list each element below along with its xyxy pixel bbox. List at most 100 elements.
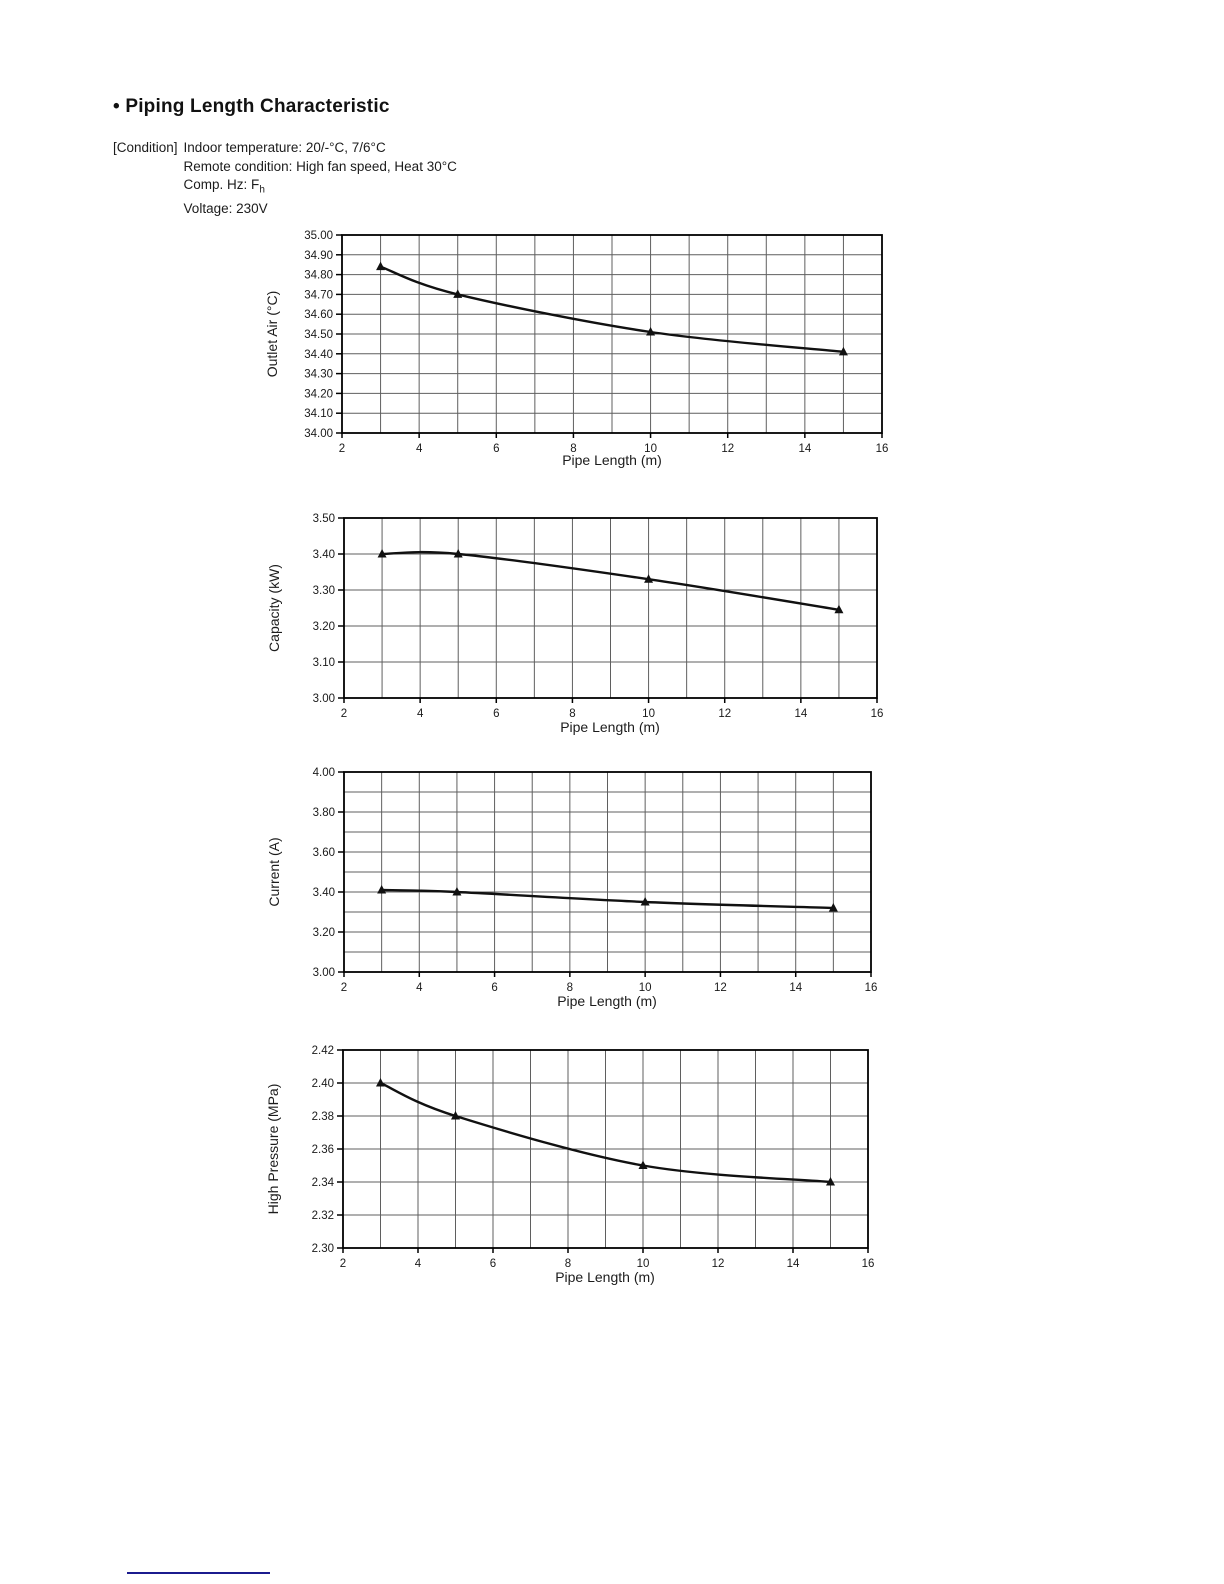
plot-area-capacity: 3.00 3.10 3.20 3.30 3.40 3.50 2 4 6 8 10 12 14 16 — [313, 513, 884, 720]
x-tick-label: 16 — [871, 708, 884, 720]
x-tick-label: 4 — [416, 982, 423, 994]
x-tick-label: 2 — [341, 708, 347, 720]
condition-lines: Indoor temperature: 20/-°C, 7/6°C Remote… — [184, 139, 457, 219]
y-axis-title-outlet-air: Outlet Air (°C) — [264, 290, 280, 378]
footer-underline — [127, 1572, 270, 1574]
x-tick-label: 16 — [865, 982, 878, 994]
data-point-marker — [376, 1078, 385, 1087]
x-tick-label: 4 — [417, 708, 424, 720]
x-tick-label: 16 — [862, 1258, 875, 1270]
plot-group: 2.30 2.32 2.34 2.36 2.38 2.40 2.42 2 4 6 8 10 12 14 16 — [312, 1045, 875, 1270]
data-point-marker — [453, 549, 463, 558]
condition-block: [Condition] Indoor temperature: 20/-°C, … — [113, 139, 457, 219]
data-point-marker — [453, 289, 463, 298]
x-tick-label: 12 — [718, 708, 731, 720]
x-tick-label: 14 — [787, 1258, 800, 1270]
data-point-marker — [646, 327, 656, 336]
data-point-marker — [838, 346, 848, 356]
y-tick-label: 2.30 — [312, 1243, 334, 1255]
condition-line-remote-condition: Remote condition: High fan speed, Heat 3… — [183, 158, 457, 174]
data-point-marker — [377, 549, 387, 558]
y-tick-label: 3.20 — [313, 927, 335, 939]
plot-group: 3.00 3.20 3.40 3.60 3.80 4.00 2 4 6 8 10 12 14 16 — [313, 767, 878, 994]
data-point-marker — [452, 887, 462, 896]
x-tick-label: 8 — [569, 708, 575, 720]
y-tick-label: 34.90 — [304, 250, 333, 262]
x-axis-title-pipe-length: Pipe Length (m) — [562, 452, 662, 468]
y-tick-label: 3.40 — [313, 887, 335, 899]
y-tick-label: 3.60 — [313, 847, 335, 859]
data-point-marker — [834, 604, 844, 614]
comp-hz-subscript: h — [259, 184, 265, 196]
data-point-marker — [826, 1177, 835, 1186]
condition-line-indoor-temperature: Indoor temperature: 20/-°C, 7/6°C — [183, 140, 386, 155]
y-tick-label: 34.10 — [304, 408, 333, 420]
plot-area-high-pressure: 2.30 2.32 2.34 2.36 2.38 2.40 2.42 2 4 6 8 10 12 14 16 — [312, 1045, 875, 1270]
plot-group: 34.00 34.10 34.20 34.30 34.40 34.50 34.60 34.70… — [304, 230, 888, 455]
y-tick-label: 2.32 — [312, 1210, 334, 1222]
plot-frame — [343, 771, 872, 973]
x-tick-label: 2 — [341, 982, 347, 994]
series-line — [380, 888, 835, 910]
y-tick-label: 34.40 — [304, 349, 333, 361]
y-tick-label: 3.40 — [313, 549, 335, 561]
x-tick-label: 14 — [789, 982, 802, 994]
y-tick-label: 2.42 — [312, 1045, 334, 1057]
y-tick-label: 3.00 — [313, 693, 335, 705]
y-tick-label: 34.70 — [304, 289, 333, 301]
x-tick-label: 16 — [876, 443, 889, 455]
x-tick-label: 10 — [642, 708, 655, 720]
x-tick-label: 14 — [798, 443, 811, 455]
plot-group: 3.00 3.10 3.20 3.30 3.40 3.50 2 4 6 8 10 12 14 16 — [313, 513, 884, 720]
y-tick-label: 3.80 — [313, 807, 335, 819]
x-tick-label: 10 — [644, 443, 657, 455]
x-tick-label: 2 — [339, 443, 345, 455]
data-point-marker — [828, 903, 838, 912]
series-line — [379, 265, 845, 353]
plot-area-outlet-air: 34.00 34.10 34.20 34.30 34.40 34.50 34.60 34.70… — [304, 230, 888, 455]
y-tick-label: 2.40 — [312, 1078, 334, 1090]
x-tick-label: 6 — [490, 1258, 496, 1270]
y-tick-label: 34.00 — [304, 428, 333, 440]
y-tick-label: 34.80 — [304, 270, 333, 282]
y-tick-label: 34.20 — [304, 388, 333, 400]
y-tick-label: 3.50 — [313, 513, 335, 525]
data-point-marker — [644, 574, 654, 583]
page-title: • Piping Length Characteristic — [113, 96, 390, 117]
y-tick-label: 34.30 — [304, 369, 333, 381]
plot-frame — [343, 517, 878, 699]
x-tick-label: 4 — [415, 1258, 422, 1270]
y-tick-label: 34.50 — [304, 329, 333, 341]
x-tick-label: 2 — [340, 1258, 346, 1270]
x-axis-title-pipe-length: Pipe Length (m) — [555, 1269, 655, 1285]
x-tick-label: 12 — [712, 1258, 725, 1270]
x-axis-title-pipe-length: Pipe Length (m) — [557, 993, 657, 1009]
x-tick-label: 10 — [639, 982, 652, 994]
condition-line-voltage: Voltage: 230V — [183, 201, 268, 217]
y-axis-title-high-pressure: High Pressure (MPa) — [265, 1083, 281, 1215]
x-tick-label: 12 — [721, 443, 734, 455]
data-point-marker — [377, 885, 387, 894]
x-tick-label: 6 — [493, 708, 499, 720]
data-point-marker — [640, 897, 650, 906]
x-tick-label: 10 — [637, 1258, 650, 1270]
data-point-marker — [451, 1111, 460, 1120]
y-tick-label: 2.36 — [312, 1144, 334, 1156]
y-axis-title-capacity: Capacity (kW) — [266, 564, 282, 652]
y-tick-label: 3.30 — [313, 585, 335, 597]
x-tick-label: 8 — [570, 443, 576, 455]
x-tick-label: 6 — [491, 982, 497, 994]
y-tick-label: 3.10 — [313, 657, 335, 669]
x-tick-label: 8 — [567, 982, 573, 994]
y-axis-title-current: Current (A) — [266, 837, 282, 907]
plot-area-current: 3.00 3.20 3.40 3.60 3.80 4.00 2 4 6 8 10 12 14 16 — [313, 767, 878, 994]
x-tick-label: 6 — [493, 443, 499, 455]
x-tick-label: 12 — [714, 982, 727, 994]
data-point-marker — [376, 261, 386, 271]
y-tick-label: 3.20 — [313, 621, 335, 633]
y-tick-label: 3.00 — [313, 967, 335, 979]
x-tick-label: 14 — [794, 708, 807, 720]
y-tick-label: 35.00 — [304, 230, 333, 242]
comp-hz-text: Comp. Hz: F — [183, 177, 260, 192]
series-line — [379, 1081, 832, 1184]
